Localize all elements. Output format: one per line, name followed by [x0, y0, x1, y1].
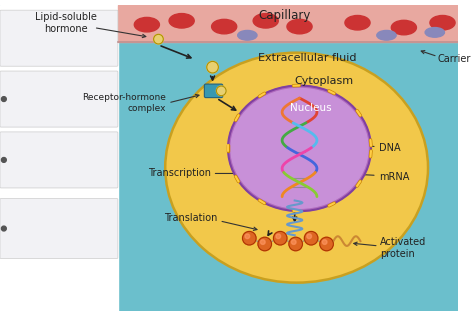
Text: Nucleus: Nucleus — [290, 103, 332, 113]
Text: Translation: Translation — [164, 213, 218, 223]
Circle shape — [289, 237, 302, 251]
Bar — [0, 5, 118, 311]
Ellipse shape — [253, 14, 278, 28]
Text: Receptor-hormone
complex: Receptor-hormone complex — [82, 93, 166, 112]
Text: Lipid-soluble
hormone: Lipid-soluble hormone — [35, 12, 97, 33]
Circle shape — [276, 234, 281, 239]
Circle shape — [243, 231, 256, 245]
Text: Capillary: Capillary — [259, 9, 311, 22]
Text: Transcription: Transcription — [147, 168, 210, 179]
FancyBboxPatch shape — [0, 132, 118, 188]
Circle shape — [320, 237, 333, 251]
FancyBboxPatch shape — [0, 71, 118, 127]
Ellipse shape — [377, 30, 396, 40]
Circle shape — [207, 61, 219, 73]
Ellipse shape — [287, 19, 312, 34]
Circle shape — [273, 231, 287, 245]
Circle shape — [1, 226, 6, 231]
Text: mRNA: mRNA — [379, 172, 409, 182]
Text: Extracellular fluid: Extracellular fluid — [258, 52, 356, 63]
Circle shape — [322, 240, 327, 245]
Ellipse shape — [231, 88, 368, 208]
Ellipse shape — [345, 15, 370, 30]
Ellipse shape — [134, 17, 159, 32]
Ellipse shape — [211, 19, 237, 34]
Text: DNA: DNA — [379, 143, 401, 153]
Ellipse shape — [392, 20, 417, 35]
Text: Activated
protein: Activated protein — [380, 237, 426, 259]
Bar — [118, 5, 458, 42]
Circle shape — [1, 157, 6, 162]
Circle shape — [1, 97, 6, 101]
FancyBboxPatch shape — [0, 198, 118, 258]
FancyBboxPatch shape — [204, 84, 223, 98]
Ellipse shape — [169, 14, 194, 28]
Circle shape — [307, 234, 311, 239]
Ellipse shape — [228, 86, 371, 211]
Circle shape — [292, 240, 296, 245]
Text: Cytoplasm: Cytoplasm — [294, 76, 353, 86]
Ellipse shape — [237, 30, 257, 40]
Circle shape — [260, 240, 265, 245]
Text: Carrier: Carrier — [438, 54, 471, 64]
Circle shape — [217, 86, 226, 96]
Ellipse shape — [165, 53, 428, 283]
Ellipse shape — [430, 15, 455, 30]
Circle shape — [258, 237, 272, 251]
Circle shape — [154, 34, 163, 44]
Circle shape — [304, 231, 318, 245]
Circle shape — [245, 234, 250, 239]
Ellipse shape — [425, 27, 445, 37]
FancyBboxPatch shape — [0, 10, 118, 66]
